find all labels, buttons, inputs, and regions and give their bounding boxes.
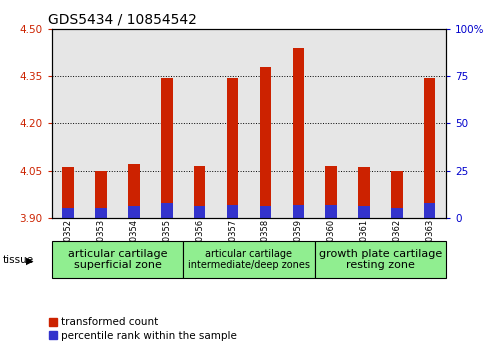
Bar (117, 29, 150, 218)
Bar (95, 208, 107, 218)
Bar (161, 203, 173, 218)
Bar (128, 207, 140, 218)
Bar (183, 29, 216, 218)
Bar (413, 29, 446, 218)
Bar (227, 78, 238, 218)
Bar (358, 207, 370, 218)
Text: GDS5434 / 10854542: GDS5434 / 10854542 (48, 12, 197, 26)
Bar (391, 171, 403, 218)
Text: ▶: ▶ (26, 255, 33, 265)
Bar (95, 171, 107, 218)
Bar (260, 67, 271, 218)
Text: articular cartilage
intermediate/deep zones: articular cartilage intermediate/deep zo… (188, 249, 310, 270)
Bar (358, 167, 370, 218)
Bar (282, 29, 315, 218)
Bar (424, 78, 435, 218)
Bar (52, 29, 85, 218)
Bar (128, 164, 140, 218)
Bar (315, 29, 348, 218)
Legend: transformed count, percentile rank within the sample: transformed count, percentile rank withi… (49, 317, 237, 340)
Text: tissue: tissue (2, 255, 34, 265)
Bar (63, 167, 74, 218)
Bar (292, 48, 304, 218)
Bar (52, 241, 183, 278)
Bar (194, 166, 206, 218)
Bar (63, 208, 74, 218)
Bar (381, 29, 413, 218)
Bar (227, 205, 238, 218)
Bar (325, 205, 337, 218)
Text: articular cartilage
superficial zone: articular cartilage superficial zone (68, 249, 167, 270)
Text: growth plate cartilage
resting zone: growth plate cartilage resting zone (319, 249, 442, 270)
Bar (150, 29, 183, 218)
Bar (292, 205, 304, 218)
Bar (194, 207, 206, 218)
Bar (249, 29, 282, 218)
Bar (161, 78, 173, 218)
Bar (325, 166, 337, 218)
Bar (183, 241, 315, 278)
Bar (260, 207, 271, 218)
Bar (216, 29, 249, 218)
Bar (85, 29, 117, 218)
Bar (424, 203, 435, 218)
Bar (348, 29, 381, 218)
Bar (391, 208, 403, 218)
Bar (315, 241, 446, 278)
